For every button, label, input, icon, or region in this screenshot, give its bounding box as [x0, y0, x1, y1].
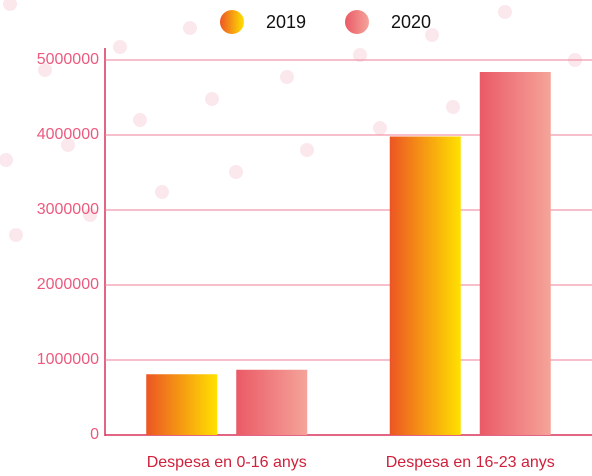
legend-swatch [345, 10, 369, 34]
y-tick-label: 4000000 [37, 126, 99, 143]
y-tick-label: 5000000 [37, 51, 99, 68]
legend-label: 2020 [391, 12, 431, 32]
bar [479, 72, 551, 435]
y-tick-label: 3000000 [37, 201, 99, 218]
x-tick-label: Despesa en 0-16 anys [147, 454, 307, 471]
bar [236, 369, 308, 435]
bar [389, 136, 461, 435]
legend-label: 2019 [266, 12, 306, 32]
y-tick-label: 1000000 [37, 351, 99, 368]
x-tick-label: Despesa en 16-23 anys [386, 454, 555, 471]
legend-swatch [220, 10, 244, 34]
bar [146, 374, 218, 435]
y-tick-label: 0 [90, 426, 99, 443]
y-tick-label: 2000000 [37, 276, 99, 293]
background-dots [0, 0, 582, 242]
